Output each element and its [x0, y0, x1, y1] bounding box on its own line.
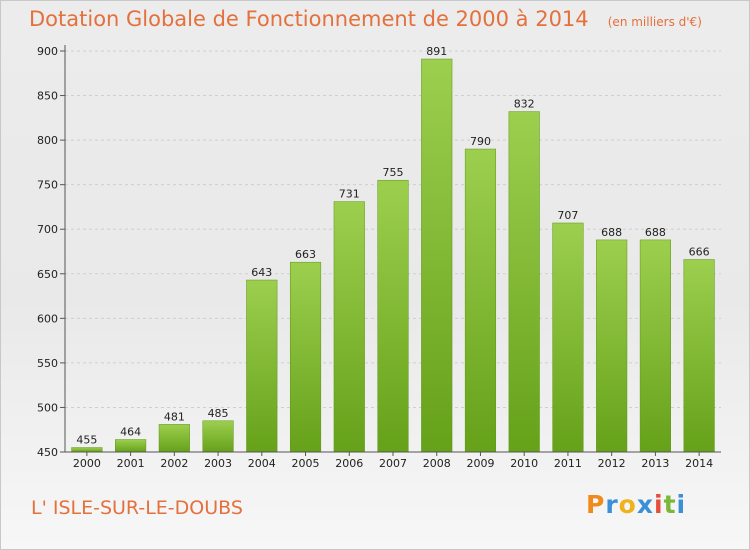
place-name: L' ISLE-SUR-LE-DOUBS — [31, 497, 243, 519]
logo-letter: i — [676, 490, 687, 519]
data-label-2010: 832 — [514, 98, 535, 111]
data-label-2007: 755 — [383, 166, 404, 179]
y-tick-label: 450 — [37, 446, 58, 459]
bar-2004 — [246, 279, 278, 453]
bar-2005 — [289, 261, 322, 453]
bar-2003 — [202, 420, 234, 453]
y-tick-label: 650 — [37, 268, 58, 281]
y-tick-label: 600 — [37, 312, 58, 325]
bar-2010 — [508, 111, 540, 453]
data-label-2005: 663 — [295, 248, 316, 261]
proxiti-logo: Proxiti — [586, 490, 686, 519]
x-tick-label-2008: 2008 — [423, 457, 451, 470]
x-tick-label-2004: 2004 — [248, 457, 276, 470]
x-tick-label-2007: 2007 — [379, 457, 407, 470]
bar-2009 — [464, 148, 497, 453]
bar-2014 — [683, 259, 715, 453]
data-label-2012: 688 — [601, 226, 622, 239]
x-tick-label-2011: 2011 — [554, 457, 582, 470]
bar-2012 — [596, 239, 628, 453]
data-label-2008: 891 — [426, 45, 447, 58]
data-label-2006: 731 — [339, 188, 360, 201]
y-tick-label: 700 — [37, 223, 58, 236]
bar-2000 — [71, 447, 103, 453]
bar-2006 — [333, 201, 365, 453]
y-tick-label: 500 — [37, 401, 58, 414]
logo-letter: r — [605, 490, 619, 519]
data-label-2014: 666 — [689, 246, 710, 259]
data-label-2009: 790 — [470, 135, 491, 148]
title-row: Dotation Globale de Fonctionnement de 20… — [29, 7, 702, 31]
bar-2007 — [377, 179, 409, 453]
y-tick-label: 900 — [37, 45, 58, 58]
x-tick-label-2010: 2010 — [510, 457, 538, 470]
y-tick-label: 850 — [37, 90, 58, 103]
x-tick-label-2002: 2002 — [160, 457, 188, 470]
logo-letter: o — [618, 490, 637, 519]
x-tick-label-2014: 2014 — [685, 457, 713, 470]
data-label-2000: 455 — [76, 434, 97, 447]
x-tick-label-2012: 2012 — [598, 457, 626, 470]
y-tick-label: 800 — [37, 134, 58, 147]
data-label-2001: 464 — [120, 426, 141, 439]
data-label-2011: 707 — [557, 209, 578, 222]
x-tick-label-2006: 2006 — [335, 457, 363, 470]
x-tick-label-2001: 2001 — [117, 457, 145, 470]
bar-2002 — [158, 424, 190, 453]
logo-letter: P — [586, 490, 606, 519]
x-tick-label-2000: 2000 — [73, 457, 101, 470]
chart-unit: (en milliers d'€) — [607, 15, 702, 29]
bar-2008 — [421, 58, 453, 453]
chart-title: Dotation Globale de Fonctionnement de 20… — [29, 7, 589, 31]
x-tick-label-2003: 2003 — [204, 457, 232, 470]
bar-2013 — [639, 239, 671, 453]
data-label-2002: 481 — [164, 410, 185, 423]
data-label-2003: 485 — [208, 407, 229, 420]
x-tick-label-2013: 2013 — [641, 457, 669, 470]
data-label-2004: 643 — [251, 266, 272, 279]
logo-letter: i — [654, 490, 664, 519]
y-tick-label: 550 — [37, 357, 58, 370]
logo-letter: x — [636, 490, 654, 519]
logo-letter: t — [663, 490, 677, 519]
data-label-2013: 688 — [645, 226, 666, 239]
y-tick-label: 750 — [37, 179, 58, 192]
x-tick-label-2005: 2005 — [292, 457, 320, 470]
bar-2001 — [115, 439, 147, 453]
x-tick-label-2009: 2009 — [466, 457, 494, 470]
bar-2011 — [552, 222, 584, 453]
